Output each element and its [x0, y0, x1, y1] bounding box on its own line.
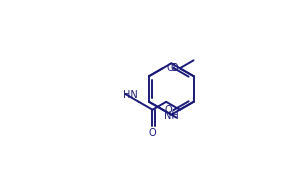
Text: Cl: Cl — [166, 63, 176, 73]
Text: O: O — [165, 105, 172, 115]
Text: O: O — [149, 128, 156, 138]
Text: O: O — [170, 63, 178, 73]
Text: HN: HN — [123, 90, 138, 100]
Text: NH: NH — [164, 111, 178, 121]
